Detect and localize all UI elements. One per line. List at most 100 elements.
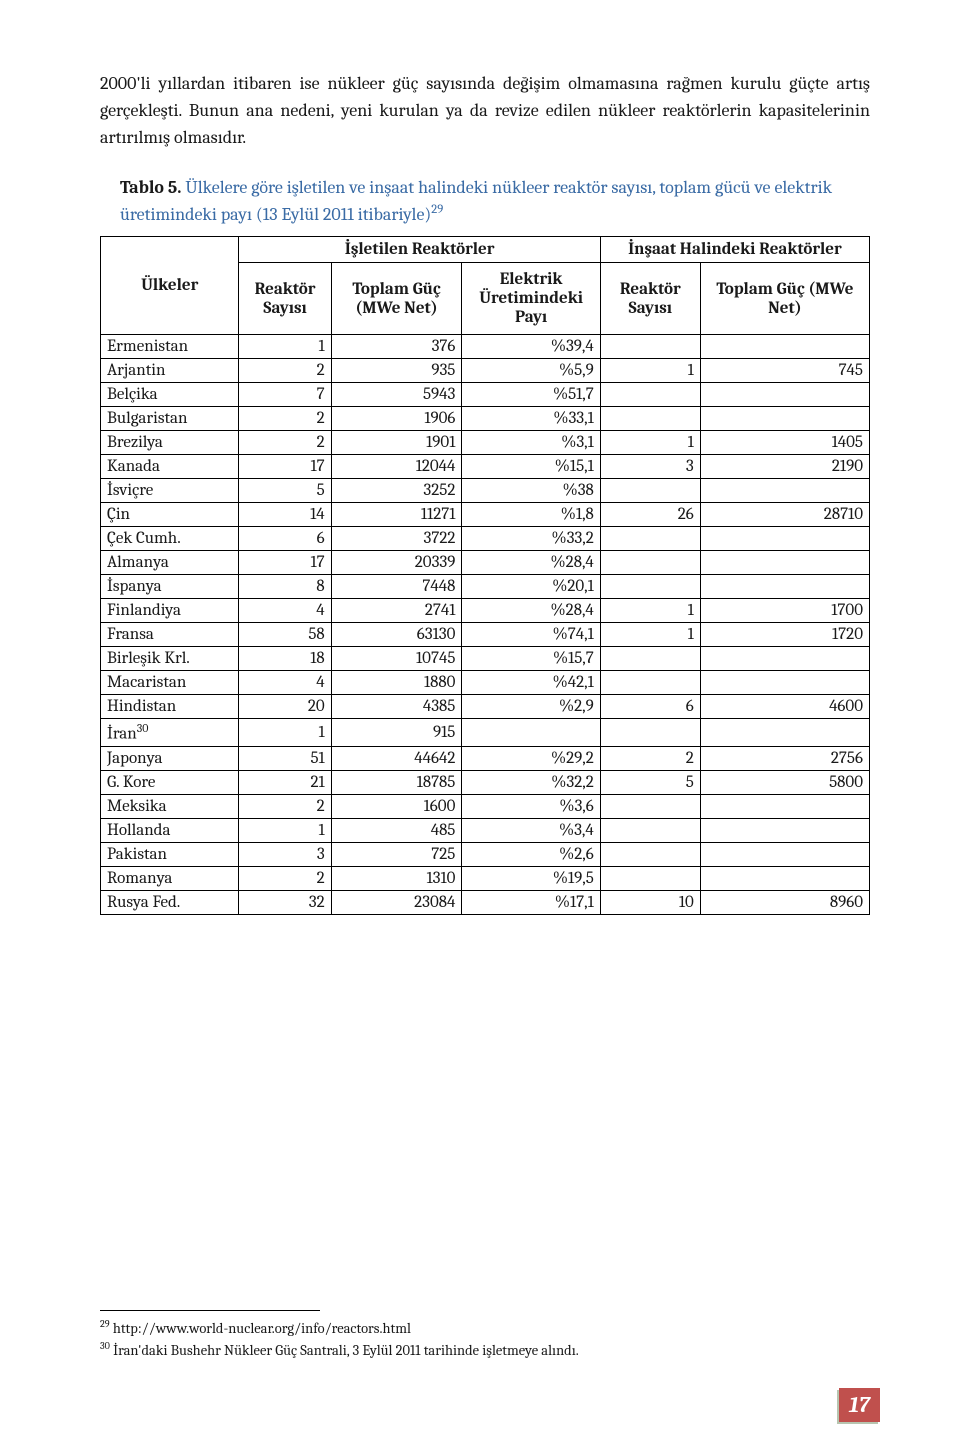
value-cell: 935 xyxy=(331,359,462,383)
value-cell: 2 xyxy=(239,794,331,818)
value-cell xyxy=(700,647,869,671)
value-cell xyxy=(700,818,869,842)
value-cell: 10 xyxy=(600,890,700,914)
value-cell: %33,2 xyxy=(462,527,600,551)
value-cell: 1310 xyxy=(331,866,462,890)
page-number: 17 xyxy=(839,1388,880,1422)
value-cell: 23084 xyxy=(331,890,462,914)
footnote-29-sup: 29 xyxy=(100,1318,110,1330)
value-cell xyxy=(700,671,869,695)
value-cell: 63130 xyxy=(331,623,462,647)
value-cell xyxy=(600,527,700,551)
value-cell: 1880 xyxy=(331,671,462,695)
value-cell xyxy=(700,407,869,431)
value-cell: 4385 xyxy=(331,695,462,719)
value-cell xyxy=(700,335,869,359)
value-cell: 915 xyxy=(331,719,462,747)
value-cell: 1405 xyxy=(700,431,869,455)
value-cell: %38 xyxy=(462,479,600,503)
table-row: Finlandiya42741%28,411700 xyxy=(101,599,870,623)
table-row: Belçika75943%51,7 xyxy=(101,383,870,407)
value-cell: %74,1 xyxy=(462,623,600,647)
country-cell: Hindistan xyxy=(101,695,239,719)
caption-title: Ülkelere göre işletilen ve inşaat halind… xyxy=(120,177,832,225)
value-cell xyxy=(600,842,700,866)
value-cell: 21 xyxy=(239,770,331,794)
value-cell: 5943 xyxy=(331,383,462,407)
caption-title-text: Ülkelere göre işletilen ve inşaat halind… xyxy=(120,177,832,225)
value-cell: 1600 xyxy=(331,794,462,818)
country-cell: Çek Cumh. xyxy=(101,527,239,551)
table-row: Birleşik Krl.1810745%15,7 xyxy=(101,647,870,671)
value-cell: %29,2 xyxy=(462,746,600,770)
reactor-table: Ülkeler İşletilen Reaktörler İnşaat Hali… xyxy=(100,236,870,915)
footnote-30: 30 İran'daki Bushehr Nükleer Güç Santral… xyxy=(100,1339,870,1362)
value-cell xyxy=(600,719,700,747)
country-cell: Birleşik Krl. xyxy=(101,647,239,671)
value-cell xyxy=(700,551,869,575)
table-row: Almanya1720339%28,4 xyxy=(101,551,870,575)
country-cell: Pakistan xyxy=(101,842,239,866)
value-cell xyxy=(462,719,600,747)
country-cell: Arjantin xyxy=(101,359,239,383)
value-cell: 2 xyxy=(239,407,331,431)
value-cell xyxy=(700,527,869,551)
value-cell xyxy=(600,818,700,842)
value-cell xyxy=(600,383,700,407)
value-cell: %3,6 xyxy=(462,794,600,818)
value-cell: %3,4 xyxy=(462,818,600,842)
value-cell: %33,1 xyxy=(462,407,600,431)
table-row: Pakistan3725%2,6 xyxy=(101,842,870,866)
value-cell: 28710 xyxy=(700,503,869,527)
value-cell: 4 xyxy=(239,671,331,695)
value-cell xyxy=(700,866,869,890)
value-cell xyxy=(600,794,700,818)
value-cell xyxy=(600,551,700,575)
country-cell: İsviçre xyxy=(101,479,239,503)
th-op-total-power: Toplam Güç (MWe Net) xyxy=(331,263,462,335)
value-cell: 1720 xyxy=(700,623,869,647)
country-cell: Macaristan xyxy=(101,671,239,695)
value-cell: 14 xyxy=(239,503,331,527)
country-cell: Japonya xyxy=(101,746,239,770)
value-cell: 725 xyxy=(331,842,462,866)
table-body: Ermenistan1376%39,4Arjantin2935%5,91745B… xyxy=(101,335,870,915)
value-cell: 1901 xyxy=(331,431,462,455)
value-cell: 1 xyxy=(600,431,700,455)
th-c-total-power: Toplam Güç (MWe Net) xyxy=(700,263,869,335)
country-cell: Belçika xyxy=(101,383,239,407)
country-cell: İspanya xyxy=(101,575,239,599)
value-cell xyxy=(600,866,700,890)
country-cell: Bulgaristan xyxy=(101,407,239,431)
country-cell: Kanada xyxy=(101,455,239,479)
value-cell: %51,7 xyxy=(462,383,600,407)
value-cell: %15,1 xyxy=(462,455,600,479)
value-cell: 5 xyxy=(239,479,331,503)
country-cell: Rusya Fed. xyxy=(101,890,239,914)
value-cell xyxy=(700,842,869,866)
value-cell: 3722 xyxy=(331,527,462,551)
footnote-29-text: http://www.world-nuclear.org/info/reacto… xyxy=(110,1320,411,1337)
th-construction: İnşaat Halindeki Reaktörler xyxy=(600,237,869,263)
footnote-30-text: İran'daki Bushehr Nükleer Güç Santrali, … xyxy=(110,1342,579,1359)
table-row: Kanada1712044%15,132190 xyxy=(101,455,870,479)
value-cell: 7448 xyxy=(331,575,462,599)
value-cell: 11271 xyxy=(331,503,462,527)
footnote-29: 29 http://www.world-nuclear.org/info/rea… xyxy=(100,1317,870,1340)
value-cell xyxy=(700,719,869,747)
value-cell: 5800 xyxy=(700,770,869,794)
value-cell: 1 xyxy=(600,599,700,623)
country-cell: Romanya xyxy=(101,866,239,890)
footnote-30-sup: 30 xyxy=(100,1340,110,1352)
value-cell xyxy=(700,383,869,407)
value-cell xyxy=(600,335,700,359)
value-cell xyxy=(700,479,869,503)
value-cell: 20339 xyxy=(331,551,462,575)
table-caption: Tablo 5. Ülkelere göre işletilen ve inşa… xyxy=(100,175,870,228)
value-cell: 2 xyxy=(239,431,331,455)
table-row: Romanya21310%19,5 xyxy=(101,866,870,890)
value-cell xyxy=(600,647,700,671)
table-row: İran301915 xyxy=(101,719,870,747)
value-cell: 3252 xyxy=(331,479,462,503)
value-cell: %2,6 xyxy=(462,842,600,866)
